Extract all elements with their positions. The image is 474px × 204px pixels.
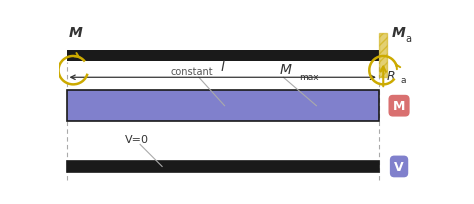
Text: V=0: V=0	[125, 134, 149, 144]
Text: a: a	[406, 34, 411, 44]
Text: a: a	[401, 75, 406, 84]
Bar	[379, 34, 387, 78]
Text: M: M	[280, 63, 292, 77]
Text: M: M	[68, 26, 82, 40]
Text: V: V	[394, 160, 404, 173]
Text: max: max	[299, 73, 319, 82]
Bar	[66, 50, 379, 61]
Text: M: M	[393, 100, 405, 113]
Text: M: M	[392, 26, 405, 40]
Text: constant: constant	[170, 67, 213, 77]
Bar	[66, 161, 379, 172]
Text: R: R	[387, 69, 395, 82]
Bar	[66, 90, 379, 122]
Text: l: l	[221, 59, 225, 73]
